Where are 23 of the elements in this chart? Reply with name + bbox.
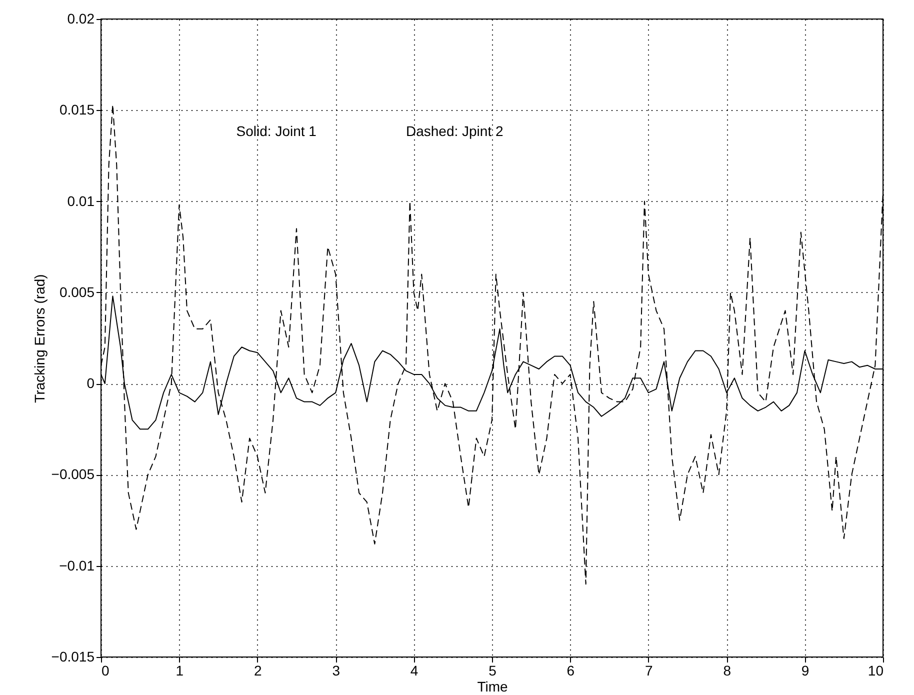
x-tick-label: 3: [332, 662, 340, 678]
annotation: Solid: Joint 1: [236, 122, 317, 139]
x-tick-label: 1: [176, 662, 184, 678]
x-tick-label: 8: [723, 662, 732, 678]
x-tick-label: 2: [254, 662, 262, 678]
x-tick-label: 9: [801, 662, 810, 678]
x-tick-label: 4: [410, 662, 418, 678]
y-tick-label: 0.01: [67, 192, 95, 209]
y-axis-title: Tracking Errors (rad): [31, 274, 48, 403]
y-tick-label: −0.015: [51, 648, 95, 664]
x-tick-label: 0: [102, 662, 110, 678]
x-tick-label: 7: [645, 662, 653, 678]
y-tick-label: 0.015: [59, 102, 95, 118]
y-tick-label: 0.005: [59, 284, 95, 300]
y-tick-label: 0.02: [67, 10, 95, 26]
y-tick-label: −0.005: [51, 466, 95, 482]
x-tick-label: 6: [566, 662, 575, 678]
y-tick-label: −0.01: [59, 557, 95, 574]
x-tick-label: 10: [868, 662, 884, 678]
annotation: Dashed: Jpint 2: [406, 122, 504, 139]
x-tick-label: 5: [488, 662, 497, 678]
x-axis-title: Time: [477, 678, 508, 694]
y-tick-label: 0: [86, 375, 95, 392]
